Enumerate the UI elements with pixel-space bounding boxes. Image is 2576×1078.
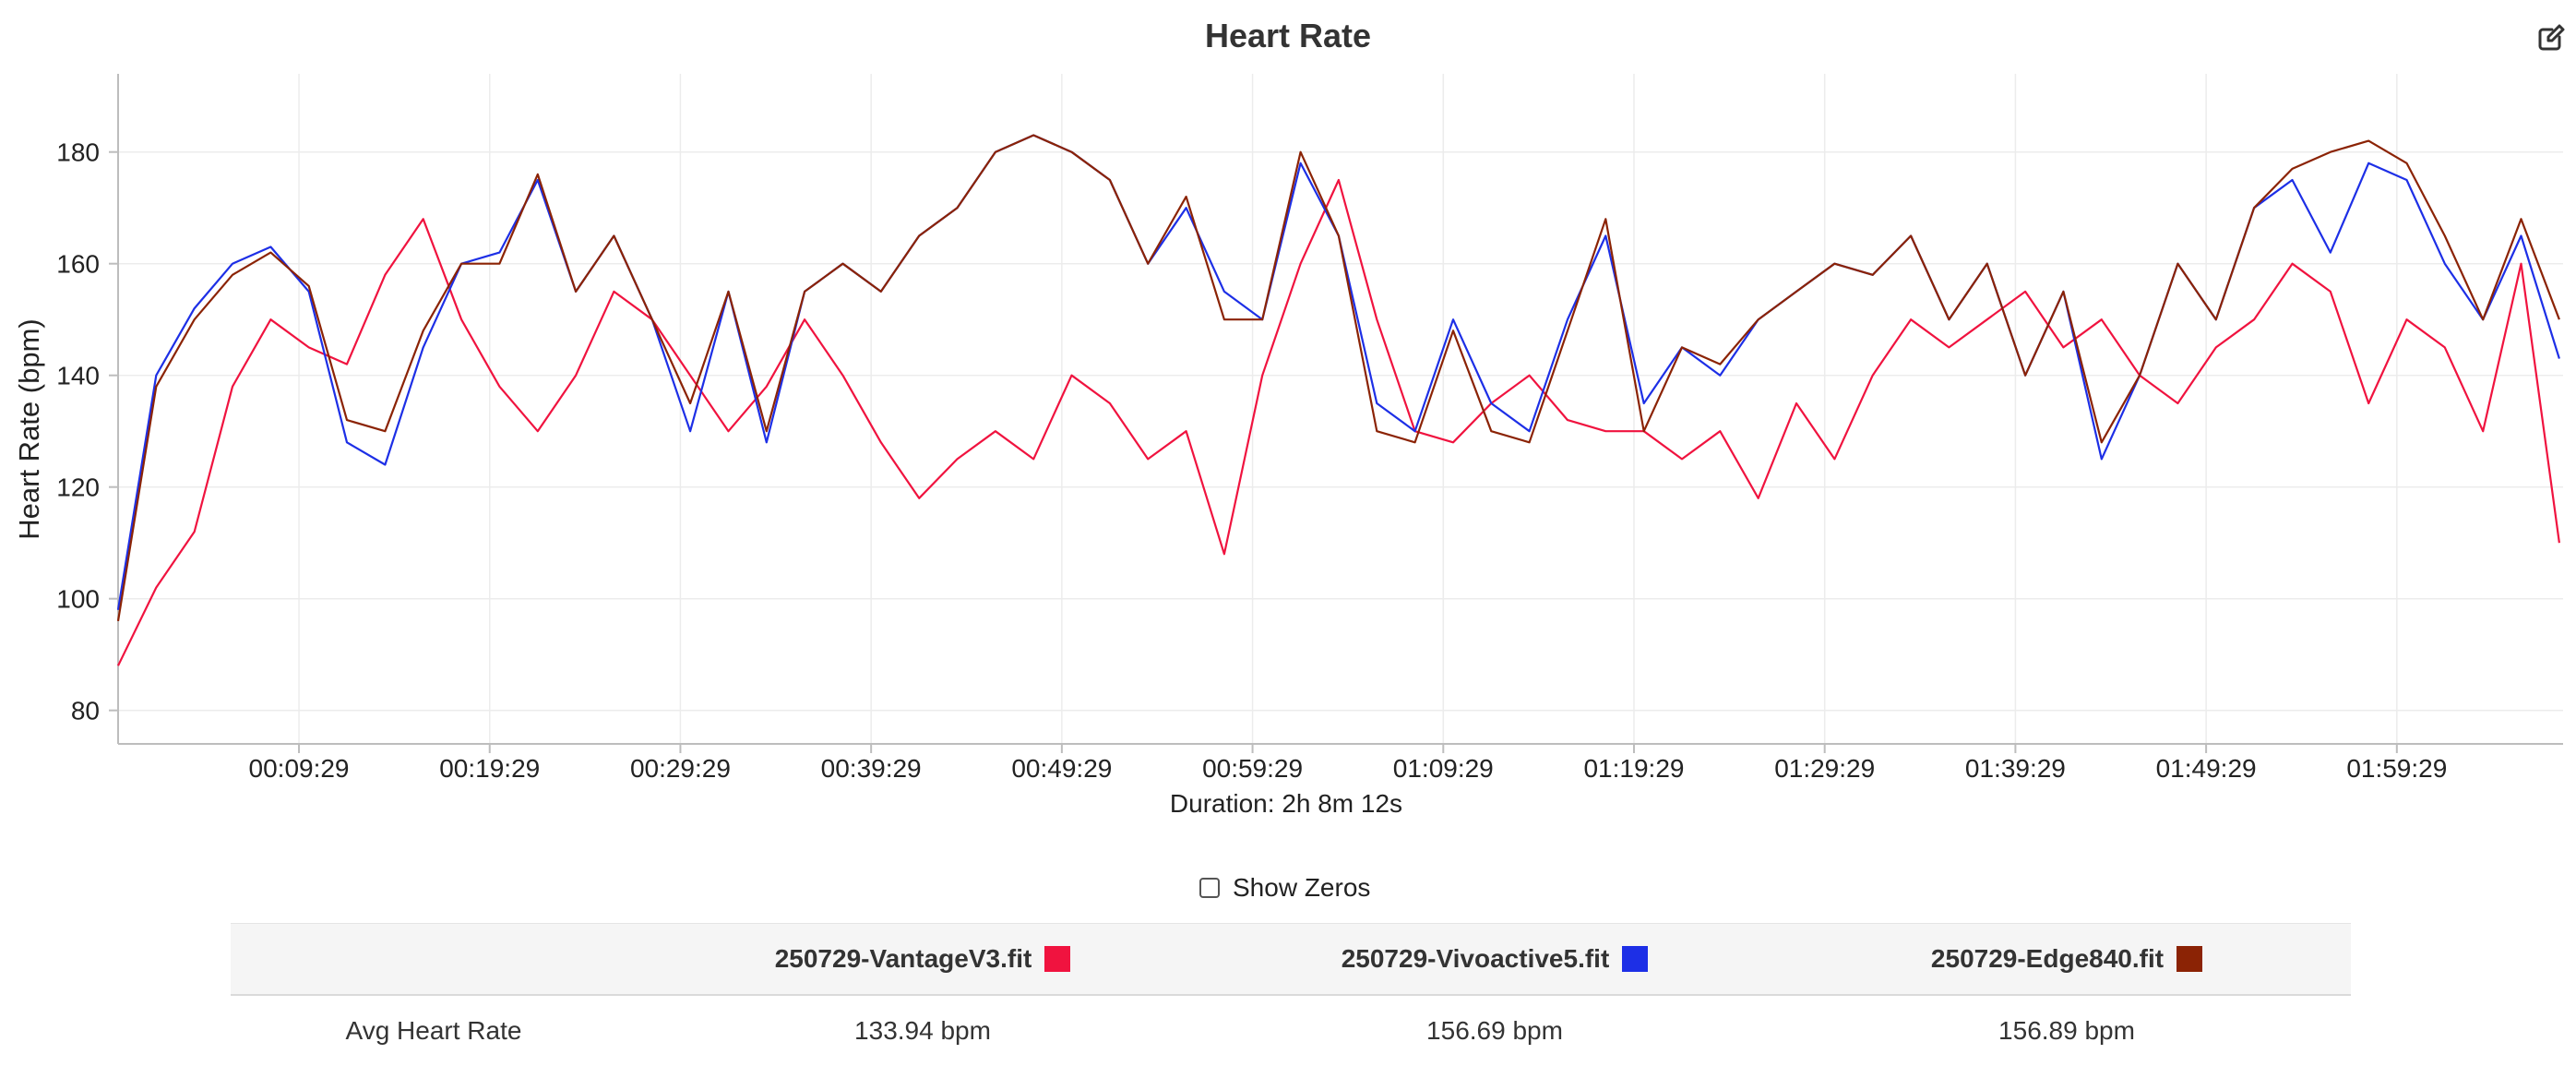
- show-zeros-label: Show Zeros: [1233, 873, 1371, 902]
- stats-header-cell: 250729-VantageV3.fit: [637, 924, 1209, 994]
- y-axis-label: Heart Rate (bpm): [13, 318, 45, 539]
- x-tick-label: 00:59:29: [1202, 754, 1303, 783]
- stats-row-label: Avg Heart Rate: [345, 1016, 522, 1045]
- chart-grid: [118, 74, 2563, 744]
- chart-axes: 80 100 120 140 160 180 00:09:29 00:19:29 00:29:2…: [56, 74, 2563, 783]
- x-axis-label: Duration: 2h 8m 12s: [1170, 789, 1402, 818]
- stats-header-row: 250729-VantageV3.fit 250729-Vivoactive5.…: [231, 923, 2351, 996]
- x-tick-label: 00:09:29: [249, 754, 350, 783]
- stats-table: 250729-VantageV3.fit 250729-Vivoactive5.…: [231, 923, 2351, 1066]
- chart-title: Heart Rate: [1204, 17, 1372, 54]
- y-tick-label: 160: [56, 250, 100, 279]
- series-line-2: [116, 134, 2560, 610]
- x-tick-label: 00:19:29: [439, 754, 540, 783]
- x-tick-label: 01:39:29: [1965, 754, 2066, 783]
- stats-header-blank: [231, 924, 637, 994]
- color-swatch: [1044, 946, 1071, 972]
- stats-value: 156.89 bpm: [1998, 1016, 2135, 1045]
- heart-rate-chart: 80 100 120 140 160 180 00:09:29 00:19:29 00:29:2…: [13, 74, 2563, 818]
- stats-value: 133.94 bpm: [854, 1016, 991, 1045]
- stats-value: 156.69 bpm: [1426, 1016, 1563, 1045]
- file-name: 250729-Edge840.fit: [1930, 944, 2165, 973]
- y-tick-label: 80: [71, 697, 100, 725]
- stats-header-cell: 250729-Edge840.fit: [1781, 924, 2353, 994]
- series-line-1: [117, 178, 2560, 666]
- show-zeros-checkbox[interactable]: [1199, 878, 1220, 898]
- x-tick-label: 01:49:29: [2156, 754, 2257, 783]
- x-tick-label: 01:09:29: [1393, 754, 1494, 783]
- x-tick-label: 00:39:29: [821, 754, 922, 783]
- file-name: 250729-Vivoactive5.fit: [1341, 944, 1610, 973]
- x-tick-label: 01:59:29: [2346, 754, 2447, 783]
- show-zeros-toggle[interactable]: Show Zeros: [1199, 873, 1370, 903]
- y-tick-label: 140: [56, 362, 100, 390]
- edit-icon[interactable]: [2535, 24, 2565, 54]
- file-name: 250729-VantageV3.fit: [774, 944, 1032, 973]
- y-tick-label: 120: [56, 473, 100, 502]
- y-tick-label: 180: [56, 138, 100, 167]
- x-tick-label: 01:19:29: [1583, 754, 1684, 783]
- x-tick-label: 00:29:29: [630, 754, 731, 783]
- color-swatch: [1622, 946, 1649, 972]
- color-swatch: [2176, 946, 2203, 972]
- series-line-3: [116, 134, 2560, 622]
- x-tick-label: 00:49:29: [1011, 754, 1112, 783]
- y-tick-label: 100: [56, 585, 100, 614]
- stats-header-cell: 250729-Vivoactive5.fit: [1209, 924, 1781, 994]
- chart-series: [116, 134, 2560, 666]
- x-tick-label: 01:29:29: [1774, 754, 1875, 783]
- stats-row: Avg Heart Rate 133.94 bpm 156.69 bpm 156…: [231, 996, 2351, 1066]
